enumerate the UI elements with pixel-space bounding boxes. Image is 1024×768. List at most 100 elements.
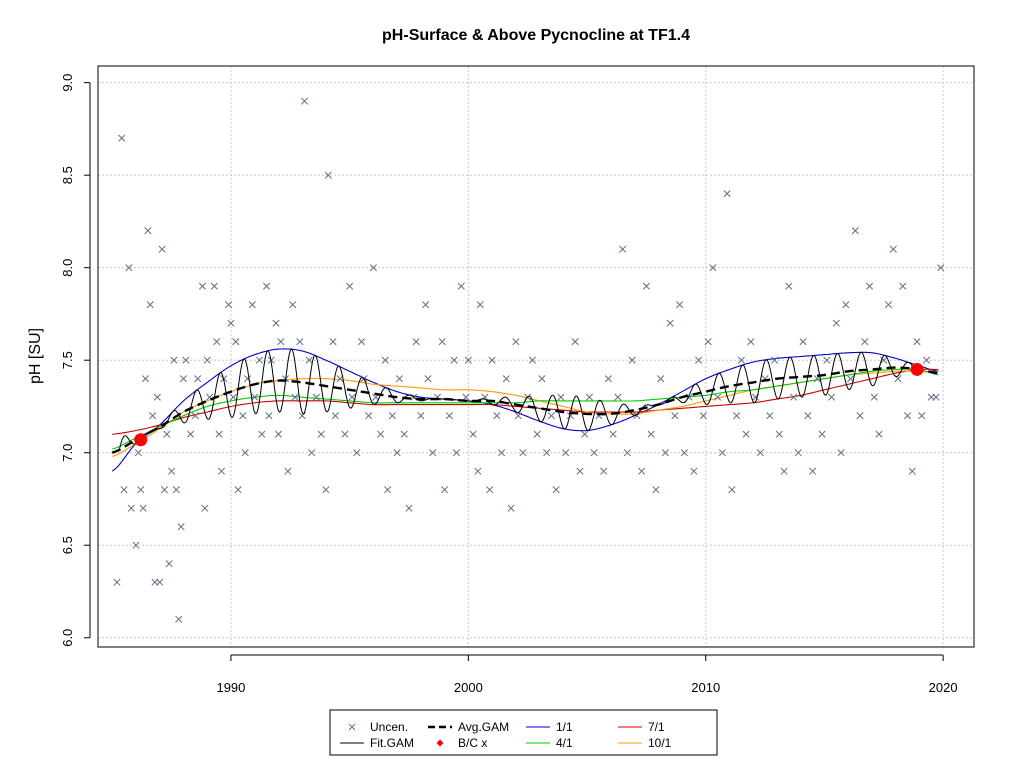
scatter-point-stroke: [134, 449, 142, 457]
scatter-point-stroke: [870, 393, 878, 401]
scatter-point: [262, 282, 271, 290]
scatter-point: [149, 412, 157, 420]
scatter-point: [445, 412, 453, 420]
scatter-point: [198, 282, 207, 290]
scatter-point-stroke: [441, 486, 449, 494]
scatter-point: [870, 393, 878, 401]
scatter-point: [785, 282, 793, 290]
scatter-point: [507, 504, 515, 512]
scatter-point-stroke: [393, 449, 401, 457]
scatter-point: [538, 375, 546, 383]
scatter-point: [652, 486, 660, 494]
scatter-point: [274, 430, 282, 438]
scatter-point: [647, 430, 655, 438]
scatter-point-stroke: [837, 449, 845, 457]
scatter-point: [213, 338, 221, 346]
scatter-point: [723, 190, 731, 198]
scatter-point: [346, 282, 354, 290]
legend-item: B/C x: [436, 736, 487, 750]
scatter-point: [232, 338, 240, 346]
legend-item: Uncen.: [348, 720, 408, 734]
scatter-point: [557, 393, 565, 401]
scatter-point-stroke: [125, 264, 133, 272]
scatter-point: [528, 356, 536, 364]
y-axis: 6.0 6.5 7.0 7.5 8.0 8.5 9.0: [60, 74, 91, 647]
scatter-point: [417, 412, 425, 420]
scatter-point: [704, 338, 712, 346]
scatter-point-stroke: [452, 449, 461, 457]
scatter-point-stroke: [552, 486, 560, 494]
scatter-point-stroke: [118, 134, 126, 142]
scatter-point: [737, 356, 745, 364]
scatter-point-stroke: [198, 282, 207, 290]
scatter-point-stroke: [818, 430, 826, 438]
scatter-point: [657, 375, 665, 383]
scatter-point: [134, 449, 142, 457]
scatter-point-stroke: [381, 356, 389, 364]
scatter-point: [832, 319, 840, 327]
scatter-point: [341, 430, 349, 438]
scatter-point-stroke: [614, 393, 622, 401]
scatter-point-stroke: [146, 301, 154, 309]
scatter-point: [331, 412, 339, 420]
scatter-point: [837, 449, 845, 457]
y-tick-label: 9.0: [60, 74, 75, 92]
scatter-point-stroke: [557, 393, 565, 401]
scatter-point: [322, 486, 330, 494]
scatter-point: [203, 356, 211, 364]
scatter-point: [255, 356, 263, 364]
scatter-point-stroke: [132, 541, 140, 549]
scatter-point-stroke: [457, 282, 465, 290]
scatter-layer: [113, 97, 945, 623]
scatter-point: [474, 467, 482, 475]
scatter-point-stroke: [179, 375, 188, 383]
scatter-point-stroke: [476, 301, 484, 309]
scatter-point: [861, 338, 869, 346]
scatter-point: [376, 430, 385, 438]
scatter-point-stroke: [474, 467, 482, 475]
scatter-point: [666, 319, 674, 327]
scatter-point-stroke: [203, 356, 211, 364]
scatter-point-stroke: [137, 486, 145, 494]
scatter-point: [695, 356, 703, 364]
y-axis-label: pH [SU]: [27, 328, 44, 384]
scatter-point-stroke: [628, 356, 636, 364]
scatter-point: [699, 412, 707, 420]
scatter-point-stroke: [481, 393, 489, 401]
scatter-point: [642, 282, 650, 290]
scatter-point-stroke: [341, 430, 349, 438]
scatter-point-stroke: [528, 356, 536, 364]
scatter-point: [241, 449, 249, 457]
legend-label: 10/1: [648, 736, 672, 750]
scatter-point: [609, 430, 617, 438]
scatter-point-stroke: [353, 449, 361, 457]
scatter-point-stroke: [229, 393, 237, 401]
scatter-point-stroke: [571, 338, 579, 346]
scatter-point-stroke: [160, 486, 169, 494]
scatter-point: [766, 412, 774, 420]
scatter-point: [571, 338, 579, 346]
scatter-point-stroke: [141, 375, 150, 383]
scatter-point: [562, 449, 570, 457]
scatter-point-stroke: [671, 412, 679, 420]
scatter-point: [120, 486, 128, 494]
scatter-point-stroke: [405, 504, 413, 512]
scatter-point-stroke: [846, 375, 855, 383]
scatter-point-stroke: [581, 430, 589, 438]
scatter-point: [163, 430, 171, 438]
scatter-point-stroke: [742, 430, 750, 438]
scatter-point: [113, 578, 121, 586]
scatter-point: [258, 430, 266, 438]
legend-label: Avg.GAM: [458, 720, 509, 734]
scatter-point: [481, 393, 489, 401]
scatter-point: [324, 171, 332, 179]
scatter-point-stroke: [194, 375, 202, 383]
scatter-point-stroke: [144, 227, 152, 235]
scatter-point-stroke: [486, 486, 494, 494]
scatter-point-stroke: [747, 338, 755, 346]
scatter-point: [291, 393, 299, 401]
scatter-point-stroke: [538, 375, 546, 383]
scatter-point-stroke: [647, 430, 655, 438]
scatter-point-stroke: [255, 356, 263, 364]
